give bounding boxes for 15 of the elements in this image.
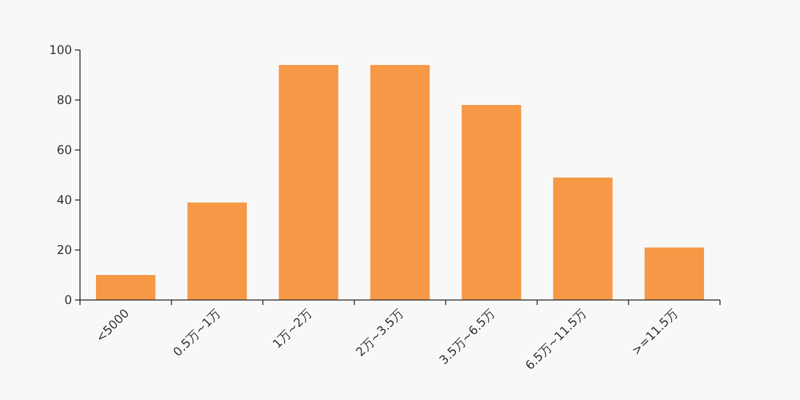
y-tick-label: 80: [56, 93, 72, 108]
bar: [553, 178, 613, 300]
y-tick-label: 60: [56, 143, 72, 158]
bar: [644, 248, 704, 300]
x-tick-label: 1万~2万: [270, 306, 315, 351]
bar: [96, 275, 156, 300]
bar: [370, 65, 430, 300]
y-tick-label: 20: [56, 243, 72, 258]
x-tick-label: 0.5万~1万: [170, 306, 224, 360]
y-tick-label: 100: [49, 43, 72, 58]
y-tick-label: 0: [64, 293, 72, 308]
bar: [462, 105, 522, 300]
bar: [187, 202, 247, 300]
bar: [278, 65, 338, 300]
y-tick-label: 40: [56, 193, 72, 208]
